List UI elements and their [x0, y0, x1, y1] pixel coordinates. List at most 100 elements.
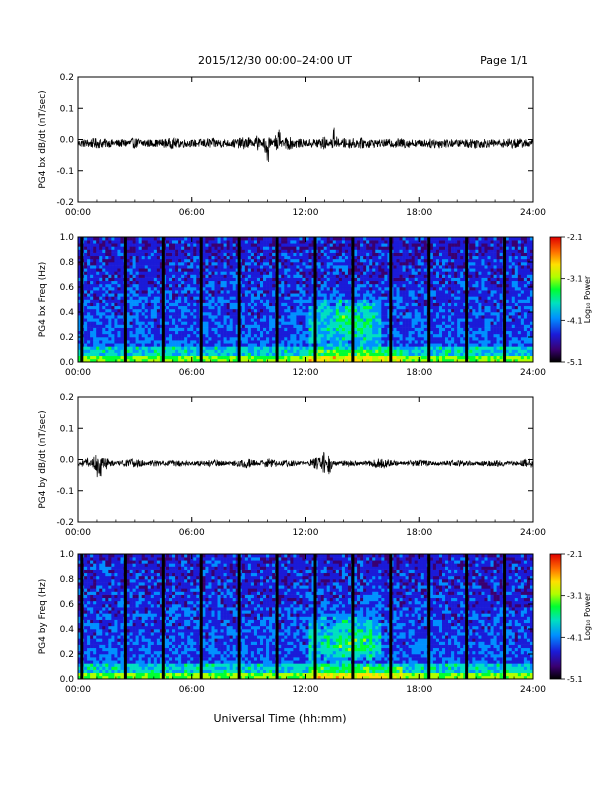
spectrogram-cell: [341, 287, 346, 291]
spectrogram-cell: [147, 327, 152, 332]
spectrogram-cell: [232, 333, 237, 338]
spectrogram-cell: [363, 327, 367, 332]
spectrogram-cell: [414, 318, 419, 322]
spectrogram-cell: [308, 268, 312, 272]
spectrogram-cell: [178, 293, 182, 297]
spectrogram-cell: [423, 243, 428, 247]
spectrogram-cell: [396, 287, 400, 291]
spectrogram-cell: [269, 255, 273, 260]
spectrogram-cell: [260, 337, 264, 341]
spectrogram-cell: [266, 237, 270, 241]
spectrogram-cell: [229, 274, 233, 278]
spectrogram-cell: [187, 312, 191, 316]
spectrogram-cell: [202, 358, 206, 363]
spectrogram-cell: [372, 299, 376, 303]
spectrogram-cell: [405, 252, 409, 257]
spectrogram-cell: [250, 293, 255, 297]
spectrogram-cell: [399, 237, 403, 241]
spectrogram-cell: [429, 337, 434, 341]
spectrogram-cell: [387, 293, 391, 297]
spectrogram-cell: [414, 287, 419, 291]
spectrogram-cell: [90, 283, 94, 288]
spectrogram-cell: [241, 287, 246, 291]
spectrogram-cell: [445, 265, 449, 269]
spectrogram-cell: [332, 280, 337, 285]
spectrogram-cell: [229, 287, 233, 291]
spectrogram-cell: [357, 340, 361, 344]
spectrogram-cell: [272, 274, 276, 278]
spectrogram-cell: [332, 305, 337, 310]
spectrogram-cell: [247, 346, 252, 350]
spectrogram-cell: [448, 330, 452, 335]
spectrogram-cell: [326, 277, 331, 282]
spectrogram-cell: [281, 277, 285, 282]
spectrogram-cell: [175, 277, 179, 282]
spectrogram-cell: [347, 296, 352, 300]
spectrogram-cell: [317, 340, 321, 344]
spectrogram-cell: [435, 299, 440, 303]
spectrogram-cell: [372, 302, 376, 307]
spectrogram-cell: [214, 271, 218, 275]
spectrogram-cell: [178, 315, 182, 319]
spectrogram-cell: [235, 243, 240, 247]
spectrogram-cell: [153, 346, 158, 350]
spectrogram-cell: [90, 280, 94, 285]
spectrogram-cell: [147, 343, 152, 347]
spectrogram-cell: [99, 274, 103, 278]
spectrogram-cell: [420, 333, 425, 338]
spectrogram-cell: [153, 321, 158, 325]
spectrogram-cell: [217, 268, 221, 272]
spectrogram-cell: [266, 280, 270, 285]
spectrogram-cell: [220, 287, 224, 291]
spectrogram-cell: [363, 277, 367, 282]
spectrogram-cell: [244, 318, 249, 322]
spectrogram-cell: [120, 271, 124, 275]
spectrogram-cell: [347, 293, 352, 297]
spectrogram-cell: [172, 318, 176, 322]
spectrogram-cell: [193, 330, 197, 335]
spectrogram-cell: [378, 274, 382, 278]
spectrogram-cell: [311, 258, 315, 263]
spectrogram-cell: [381, 315, 385, 319]
spectrogram-cell: [217, 330, 221, 335]
spectrogram-cell: [211, 302, 215, 307]
spectrogram-cell: [247, 299, 252, 303]
spectrogram-cell: [269, 243, 273, 247]
spectrogram-cell: [172, 274, 176, 278]
spectrogram-cell: [235, 252, 240, 257]
spectrogram-cell: [226, 249, 230, 253]
spectrogram-cell: [129, 333, 133, 338]
spectrogram-cell: [396, 315, 400, 319]
spectrogram-cell: [78, 358, 82, 363]
spectrogram-cell: [169, 243, 173, 247]
spectrogram-cell: [253, 324, 258, 328]
spectrogram-cell: [226, 246, 230, 250]
spectrogram-cell: [208, 321, 212, 325]
spectrogram-cell: [132, 352, 136, 357]
spectrogram-cell: [90, 237, 94, 241]
spectrogram-cell: [241, 299, 246, 303]
spectrogram-cell: [223, 252, 227, 257]
spectrogram-cell: [266, 315, 270, 319]
spectrogram-cell: [305, 262, 309, 266]
spectrogram-cell: [138, 243, 142, 247]
spectrogram-cell: [366, 327, 370, 332]
spectrogram-cell: [290, 262, 294, 266]
spectrogram-cell: [90, 249, 94, 253]
spectrogram-cell: [414, 337, 419, 341]
spectrogram-cell: [211, 287, 215, 291]
spectrogram-cell: [205, 262, 209, 266]
spectrogram-cell: [281, 252, 285, 257]
spectrogram-cell: [399, 321, 403, 325]
spectrogram-cell: [202, 255, 206, 260]
spectrogram-cell: [147, 293, 152, 297]
spectrogram-cell: [284, 249, 288, 253]
spectrogram-cell: [175, 333, 179, 338]
spectrogram-cell: [338, 308, 343, 313]
spectrogram-cell: [105, 293, 109, 297]
spectrogram-cell: [117, 293, 121, 297]
spectrogram-cell: [287, 252, 291, 257]
spectrogram-cell: [308, 324, 312, 328]
spectrogram-cell: [369, 355, 373, 360]
spectrogram-cell: [266, 324, 270, 328]
